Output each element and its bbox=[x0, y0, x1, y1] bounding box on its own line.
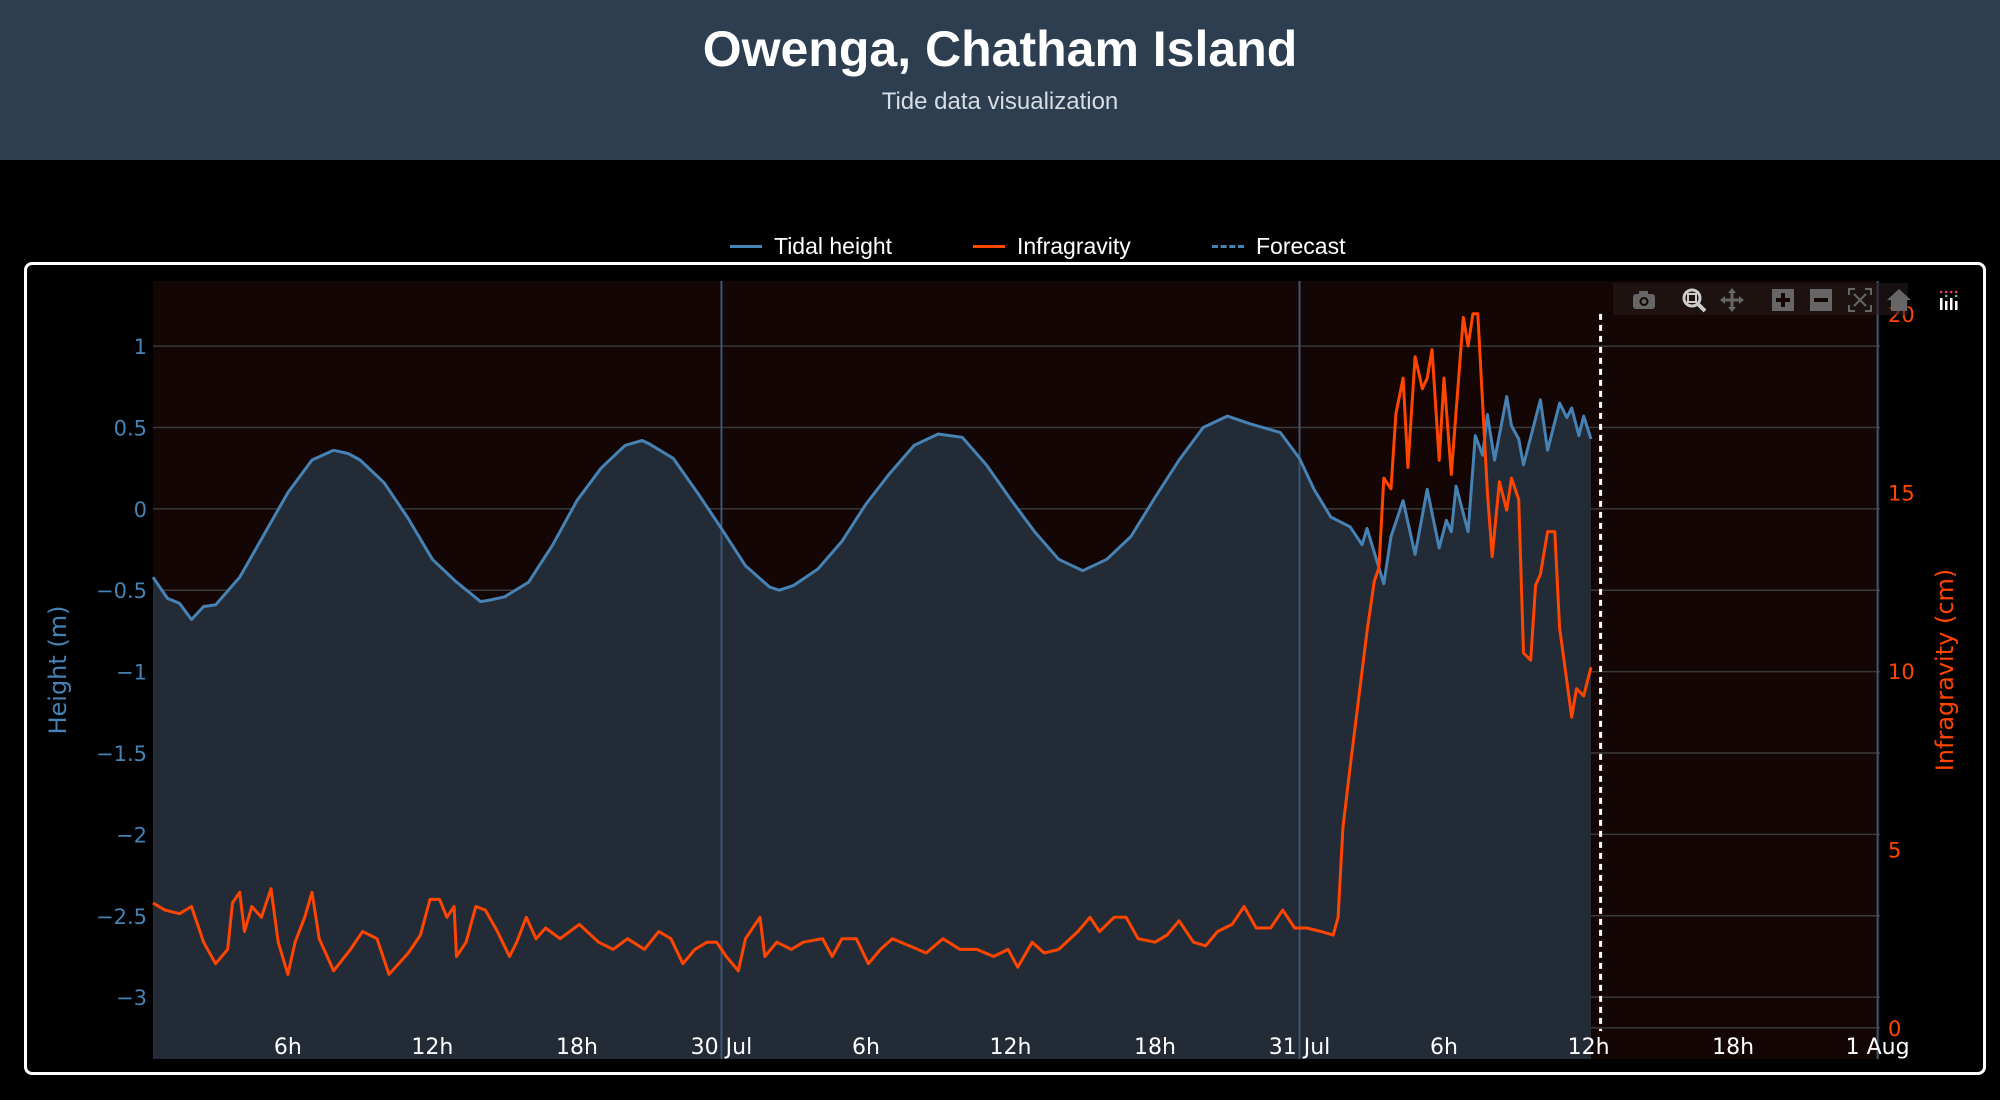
plotly-logo-icon[interactable] bbox=[1936, 287, 1962, 313]
zoom-icon[interactable] bbox=[1681, 287, 1707, 313]
zoom-out-icon[interactable] bbox=[1808, 287, 1834, 313]
x-tick-label: 18h bbox=[556, 1035, 598, 1060]
tidal-height-line bbox=[151, 395, 1593, 621]
infragravity-line bbox=[152, 312, 1593, 976]
legend-item-tidal-height[interactable]: Tidal height bbox=[730, 232, 892, 260]
page-title: Owenga, Chatham Island bbox=[702, 21, 1298, 77]
legend-label: Infragravity bbox=[1017, 232, 1131, 259]
page-subtitle: Tide data visualization bbox=[881, 88, 1119, 115]
legend-label: Forecast bbox=[1256, 232, 1346, 259]
y-tick-label: −0.5 bbox=[96, 579, 147, 603]
y-tick-label: −2.5 bbox=[96, 905, 147, 929]
x-tick-label: 1 Aug bbox=[1846, 1035, 1910, 1060]
x-tick-label: 30 Jul bbox=[691, 1035, 753, 1060]
y2-tick-label: 5 bbox=[1888, 838, 1901, 862]
x-tick-label: 6h bbox=[274, 1035, 302, 1060]
x-tick-label: 18h bbox=[1712, 1035, 1754, 1060]
x-tick-label: 12h bbox=[990, 1035, 1032, 1060]
y-tick-label: −2 bbox=[116, 823, 147, 847]
y-tick-label: 0.5 bbox=[114, 416, 147, 440]
y-axis-title: Height (m) bbox=[44, 605, 72, 734]
pan-icon[interactable] bbox=[1719, 287, 1745, 313]
home-icon[interactable] bbox=[1886, 287, 1912, 313]
y2-tick-label: 15 bbox=[1888, 481, 1915, 505]
chart-frame bbox=[24, 262, 1986, 1075]
legend-item-infragravity[interactable]: Infragravity bbox=[973, 232, 1131, 260]
y-tick-label: 1 bbox=[134, 335, 147, 359]
page-header: Owenga, Chatham Island Tide data visuali… bbox=[0, 0, 2000, 160]
autoscale-icon[interactable] bbox=[1847, 287, 1873, 313]
y2-tick-label: 10 bbox=[1888, 660, 1915, 684]
x-tick-label: 18h bbox=[1134, 1035, 1176, 1060]
legend-line-icon bbox=[973, 244, 1005, 248]
legend-line-icon bbox=[730, 244, 762, 248]
y2-axis-title: Infragravity (cm) bbox=[1931, 569, 1959, 772]
tidal-height-fill bbox=[153, 396, 1591, 1060]
y2-tick-label: 0 bbox=[1888, 1017, 1901, 1041]
x-tick-label: 31 Jul bbox=[1269, 1035, 1331, 1060]
legend-item-forecast[interactable]: Forecast bbox=[1212, 232, 1345, 260]
x-tick-label: 12h bbox=[411, 1035, 453, 1060]
zoom-in-icon[interactable] bbox=[1770, 287, 1796, 313]
y-tick-label: 0 bbox=[134, 498, 147, 522]
y-tick-label: −1 bbox=[116, 661, 147, 685]
y-tick-label: −3 bbox=[116, 986, 147, 1010]
x-tick-label: 6h bbox=[1430, 1035, 1458, 1060]
camera-icon[interactable] bbox=[1631, 287, 1657, 313]
x-tick-label: 12h bbox=[1568, 1035, 1610, 1060]
x-tick-label: 6h bbox=[852, 1035, 880, 1060]
legend-dash-icon bbox=[1212, 244, 1244, 248]
legend-label: Tidal height bbox=[774, 232, 893, 259]
y-tick-label: −1.5 bbox=[96, 742, 147, 766]
